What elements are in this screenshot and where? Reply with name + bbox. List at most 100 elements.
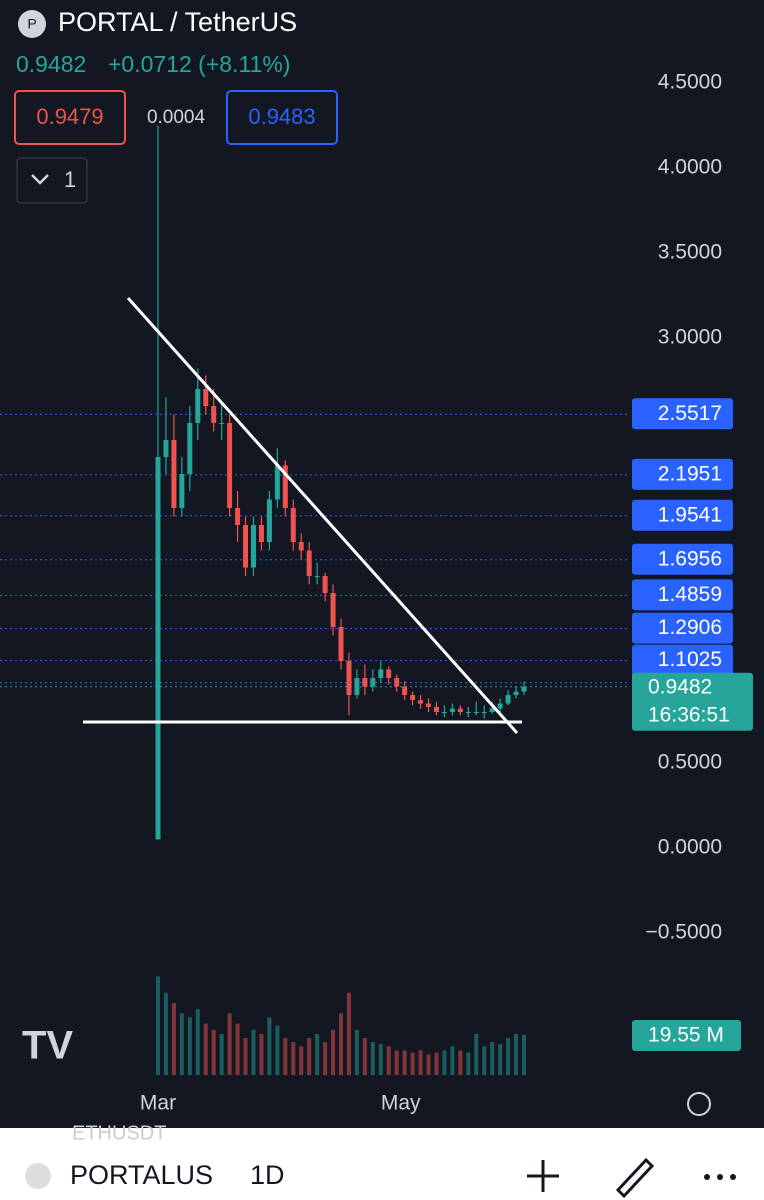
level-tag bbox=[632, 543, 733, 575]
volume-bar bbox=[474, 1033, 479, 1075]
level-tag bbox=[632, 579, 733, 611]
bid-box[interactable] bbox=[14, 90, 126, 145]
candle-body bbox=[163, 440, 169, 457]
volume-bar bbox=[179, 1013, 184, 1075]
candle-body bbox=[290, 508, 296, 542]
volume-bar bbox=[291, 1042, 296, 1075]
volume-bar bbox=[482, 1046, 487, 1075]
volume-bar bbox=[323, 1042, 328, 1075]
candle-body bbox=[346, 661, 352, 695]
level-label: 1.2906 bbox=[658, 616, 722, 639]
last-price-label: 0.9482 bbox=[648, 675, 712, 698]
more-icon[interactable] bbox=[704, 1174, 736, 1180]
candle-body bbox=[354, 678, 360, 695]
volume-bar bbox=[418, 1050, 423, 1075]
candle-body bbox=[155, 457, 161, 840]
candle-body bbox=[179, 474, 185, 508]
candle-body bbox=[274, 465, 280, 500]
volume-bar bbox=[283, 1038, 288, 1075]
level-label: 2.1951 bbox=[658, 462, 722, 485]
volume-bar bbox=[187, 1017, 192, 1075]
candle-body bbox=[266, 499, 272, 542]
volume-bar bbox=[299, 1046, 304, 1075]
indicator-toggle[interactable] bbox=[16, 157, 88, 204]
add-icon[interactable] bbox=[527, 1160, 559, 1192]
volume-bar bbox=[275, 1025, 280, 1075]
candle-body bbox=[219, 423, 225, 424]
candle-body bbox=[378, 669, 384, 678]
volume-bar bbox=[506, 1038, 511, 1075]
candle-body bbox=[211, 406, 217, 423]
candle-body bbox=[330, 593, 336, 627]
candle-body bbox=[418, 700, 424, 704]
volume-bar bbox=[267, 1017, 272, 1075]
candle-body bbox=[306, 550, 312, 576]
candle-body bbox=[521, 686, 527, 692]
volume-bar bbox=[362, 1038, 367, 1075]
volume-bar bbox=[227, 1013, 232, 1075]
candle-body bbox=[171, 440, 177, 508]
settings-icon[interactable] bbox=[687, 1092, 711, 1116]
candle-body bbox=[449, 708, 455, 712]
ask: 0.9483 bbox=[248, 104, 315, 129]
tv-logo: TV bbox=[22, 1024, 73, 1068]
volume-bar bbox=[466, 1052, 471, 1075]
y-tick-label: −0.5000 bbox=[646, 921, 723, 944]
level-label: 1.1025 bbox=[658, 648, 722, 671]
level-label: 1.4859 bbox=[658, 583, 722, 606]
volume-bar bbox=[195, 1009, 200, 1075]
volume-bar bbox=[243, 1038, 248, 1075]
candle-body bbox=[441, 712, 447, 713]
volume-bar bbox=[402, 1050, 407, 1075]
volume-tag bbox=[632, 1020, 741, 1051]
icon-letter: P bbox=[27, 16, 36, 32]
volume-bar bbox=[434, 1052, 439, 1075]
y-tick-label: 3.0000 bbox=[658, 326, 722, 349]
level-tag bbox=[632, 458, 733, 490]
candle-body bbox=[227, 423, 233, 508]
plot: −0.5000 0.0000 0.5000 3.0000 3.5000 4.0000 4.5… bbox=[0, 71, 753, 1115]
footer-symbol[interactable]: PORTALUS bbox=[70, 1160, 213, 1190]
volume-bar bbox=[235, 1023, 240, 1075]
candle-body bbox=[489, 708, 495, 712]
volume-bar bbox=[354, 1029, 359, 1075]
volume-bar bbox=[203, 1023, 208, 1075]
symbol-title: PORTAL / TetherUS bbox=[58, 7, 297, 37]
price-change: +0.0712 (+8.11%) bbox=[108, 51, 290, 77]
volume-bar bbox=[307, 1038, 312, 1075]
volume-bar bbox=[259, 1033, 264, 1075]
level-tag bbox=[632, 612, 733, 644]
level-label: 2.5517 bbox=[658, 402, 722, 425]
ghost-symbol: ETHUSDT bbox=[72, 1122, 166, 1144]
volume-bar bbox=[156, 976, 160, 1075]
level-tag bbox=[632, 499, 733, 531]
volume-bar bbox=[211, 1029, 216, 1075]
volume-bar bbox=[386, 1046, 391, 1075]
chevron bbox=[31, 174, 49, 185]
candle-body bbox=[370, 678, 376, 687]
volume-bar bbox=[370, 1042, 375, 1075]
volume-bar bbox=[410, 1052, 415, 1075]
footer-interval[interactable]: 1D bbox=[250, 1160, 285, 1190]
last-price-tag bbox=[632, 672, 753, 731]
toolbar bbox=[0, 1128, 764, 1200]
level-label: 1.9541 bbox=[658, 503, 722, 526]
volume-bar bbox=[378, 1044, 383, 1075]
candle-body bbox=[258, 525, 264, 542]
volume-bar bbox=[450, 1046, 455, 1075]
y-tick-label: 3.5000 bbox=[658, 241, 722, 264]
ask-box[interactable] bbox=[226, 90, 338, 145]
candle-body bbox=[481, 712, 487, 713]
draw-icon[interactable] bbox=[615, 1157, 655, 1199]
volume-bar bbox=[490, 1042, 495, 1075]
candle-body bbox=[203, 389, 209, 406]
y-tick-label: 0.5000 bbox=[658, 751, 722, 774]
candle-body bbox=[410, 695, 416, 701]
candle-body bbox=[235, 508, 241, 525]
symbol-icon bbox=[18, 10, 46, 38]
candle-body bbox=[513, 691, 519, 695]
volume-bar bbox=[346, 992, 351, 1075]
candle-body bbox=[394, 678, 400, 687]
volume-bar bbox=[394, 1050, 399, 1075]
